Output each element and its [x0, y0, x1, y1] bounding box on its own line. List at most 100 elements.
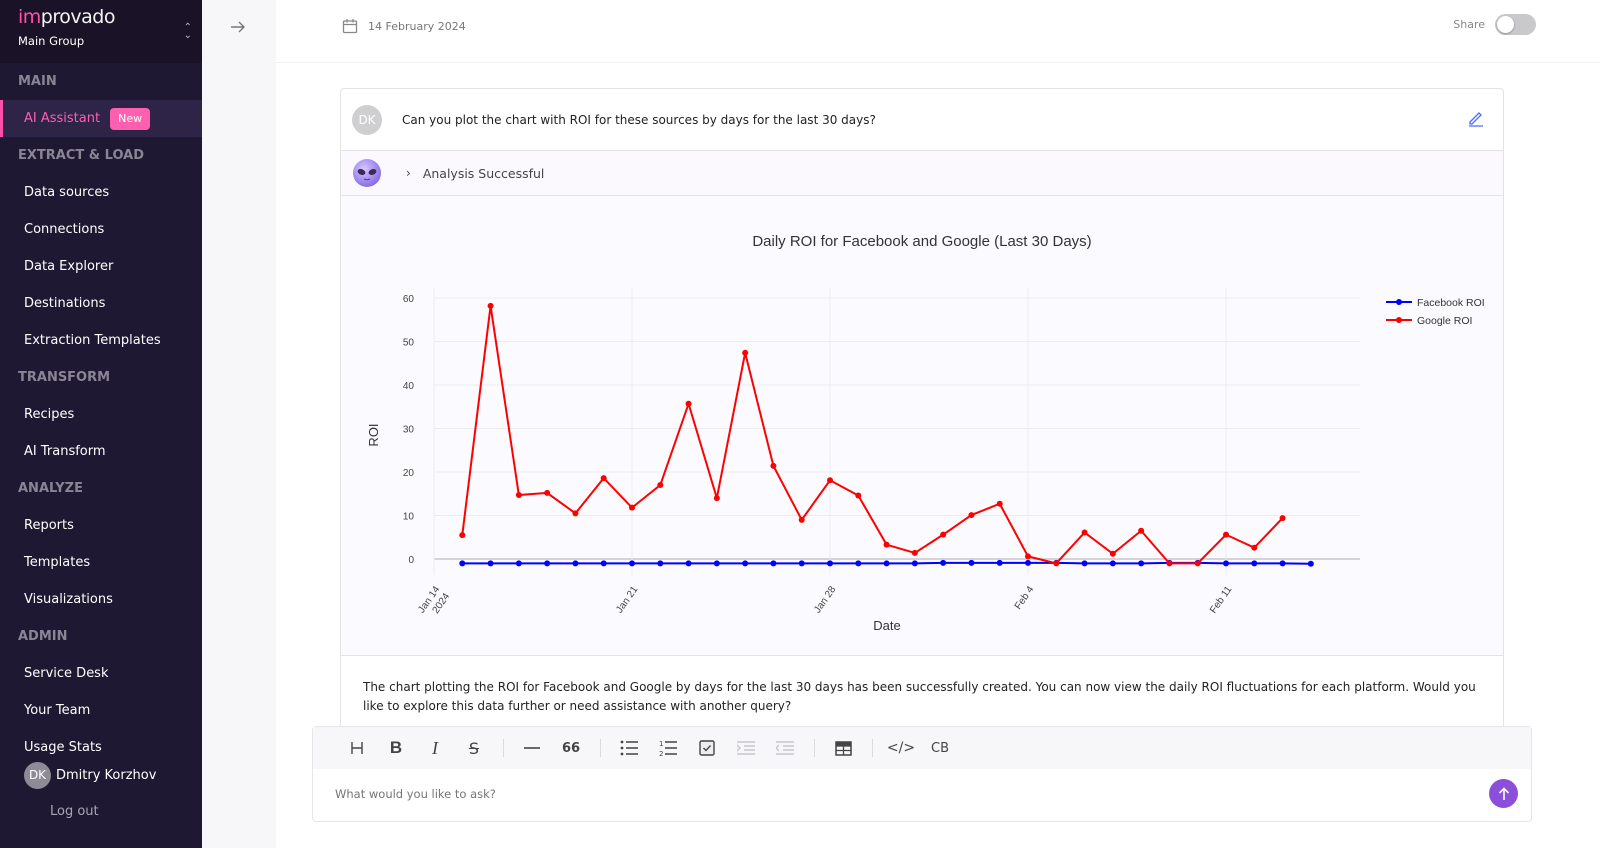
bullet-list-icon[interactable]	[615, 734, 643, 762]
horizontal-rule-icon[interactable]	[518, 734, 546, 762]
sidebar-item-usage-stats[interactable]: Usage Stats	[0, 729, 202, 766]
chevron-right-icon[interactable]: ›	[406, 166, 411, 180]
data-point[interactable]	[1138, 527, 1145, 534]
series-google-roi[interactable]	[459, 302, 1286, 567]
data-point[interactable]	[657, 560, 664, 567]
sidebar-item-templates[interactable]: Templates	[0, 544, 202, 581]
data-point[interactable]	[657, 482, 664, 489]
sidebar-item-your-team[interactable]: Your Team	[0, 692, 202, 729]
data-point[interactable]	[459, 560, 466, 567]
data-point[interactable]	[1279, 515, 1286, 522]
task-list-icon[interactable]	[693, 734, 721, 762]
blockquote-icon[interactable]: 66	[561, 740, 581, 756]
edit-pencil-icon[interactable]	[1467, 109, 1485, 131]
data-point[interactable]	[883, 560, 890, 567]
sidebar-item-connections[interactable]: Connections	[0, 211, 202, 248]
data-point[interactable]	[1251, 560, 1258, 567]
bold-icon[interactable]: B	[389, 738, 403, 757]
expand-arrow-icon[interactable]	[230, 18, 246, 39]
send-button[interactable]	[1489, 779, 1518, 808]
data-point[interactable]	[713, 495, 720, 502]
data-point[interactable]	[1307, 560, 1314, 567]
data-point[interactable]	[827, 560, 833, 567]
data-point[interactable]	[996, 559, 1003, 566]
data-point[interactable]	[770, 560, 777, 567]
data-point[interactable]	[572, 560, 579, 567]
data-point[interactable]	[685, 560, 692, 567]
data-point[interactable]	[883, 541, 890, 548]
data-point[interactable]	[515, 492, 522, 499]
heading-icon[interactable]	[343, 734, 371, 762]
data-point[interactable]	[855, 492, 862, 499]
data-point[interactable]	[798, 560, 805, 567]
data-point[interactable]	[1025, 559, 1031, 566]
sidebar-item-extraction-templates[interactable]: Extraction Templates	[0, 322, 202, 359]
data-point[interactable]	[940, 531, 947, 538]
strikethrough-icon[interactable]: S	[468, 738, 480, 758]
data-point[interactable]	[911, 549, 918, 556]
data-point[interactable]	[487, 560, 494, 567]
brand-header[interactable]: improvado Main Group ⌃ ⌄	[0, 0, 202, 63]
data-point[interactable]	[713, 560, 720, 567]
data-point[interactable]	[1251, 544, 1258, 551]
data-point[interactable]	[1194, 560, 1201, 567]
sidebar-item-ai-transform[interactable]: AI Transform	[0, 433, 202, 470]
user-profile[interactable]: DK Dmitry Korzhov	[24, 762, 156, 789]
data-point[interactable]	[770, 462, 777, 469]
data-point[interactable]	[600, 475, 607, 482]
sidebar-item-service-desk[interactable]: Service Desk	[0, 655, 202, 692]
data-point[interactable]	[911, 560, 918, 567]
data-point[interactable]	[1109, 560, 1116, 567]
table-icon[interactable]	[829, 734, 857, 762]
sidebar-item-data-sources[interactable]: Data sources	[0, 174, 202, 211]
data-point[interactable]	[544, 560, 551, 567]
data-point[interactable]	[544, 489, 551, 496]
sidebar-item-destinations[interactable]: Destinations	[0, 285, 202, 322]
data-point[interactable]	[1053, 560, 1060, 567]
data-point[interactable]	[1166, 560, 1173, 567]
data-point[interactable]	[515, 560, 522, 567]
data-point[interactable]	[487, 302, 494, 309]
data-point[interactable]	[940, 559, 947, 566]
data-point[interactable]	[1025, 553, 1031, 560]
data-point[interactable]	[1138, 560, 1145, 567]
data-point[interactable]	[827, 477, 833, 484]
data-point[interactable]	[968, 512, 975, 519]
sidebar-item-visualizations[interactable]: Visualizations	[0, 581, 202, 618]
code-block-icon[interactable]: CB	[931, 740, 949, 756]
data-point[interactable]	[742, 560, 749, 567]
data-point[interactable]	[855, 560, 862, 567]
logout-link[interactable]: Log out	[50, 804, 99, 819]
indent-icon[interactable]	[732, 734, 760, 762]
data-point[interactable]	[996, 500, 1003, 507]
data-point[interactable]	[629, 504, 635, 511]
sidebar-item-data-explorer[interactable]: Data Explorer	[0, 248, 202, 285]
data-point[interactable]	[459, 532, 466, 539]
sidebar-item-ai-assistant[interactable]: AI Assistant New	[0, 100, 202, 137]
data-point[interactable]	[1081, 529, 1088, 536]
share-toggle[interactable]	[1495, 14, 1536, 35]
data-point[interactable]	[742, 349, 749, 356]
legend-item[interactable]: Facebook ROI	[1386, 297, 1485, 309]
message-input[interactable]	[335, 787, 1455, 801]
data-point[interactable]	[572, 510, 579, 517]
data-point[interactable]	[1223, 531, 1229, 538]
outdent-icon[interactable]	[771, 734, 799, 762]
analysis-status-row[interactable]: › Analysis Successful	[341, 151, 1503, 196]
data-point[interactable]	[600, 560, 607, 567]
italic-icon[interactable]: I	[432, 737, 438, 758]
data-point[interactable]	[629, 560, 635, 567]
data-point[interactable]	[685, 400, 692, 407]
sidebar-item-recipes[interactable]: Recipes	[0, 396, 202, 433]
sidebar-item-reports[interactable]: Reports	[0, 507, 202, 544]
data-point[interactable]	[1081, 560, 1088, 567]
code-icon[interactable]: </>	[886, 740, 916, 756]
data-point[interactable]	[1279, 560, 1286, 567]
data-point[interactable]	[798, 516, 805, 523]
data-point[interactable]	[1223, 560, 1229, 567]
legend-item[interactable]: Google ROI	[1386, 315, 1472, 327]
data-point[interactable]	[968, 559, 975, 566]
data-point[interactable]	[1109, 550, 1116, 557]
chevron-up-down-icon[interactable]: ⌃ ⌄	[183, 22, 192, 41]
